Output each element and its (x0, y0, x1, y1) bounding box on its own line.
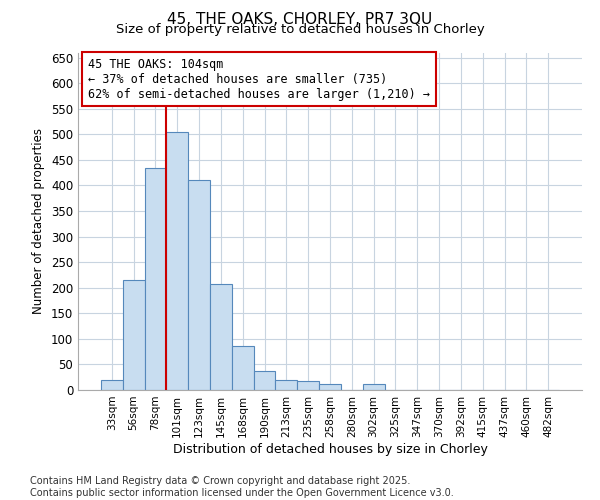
Text: 45, THE OAKS, CHORLEY, PR7 3QU: 45, THE OAKS, CHORLEY, PR7 3QU (167, 12, 433, 28)
Text: Size of property relative to detached houses in Chorley: Size of property relative to detached ho… (116, 22, 484, 36)
Bar (101, 380, 123, 390)
Bar (123, 280, 145, 390)
Bar (297, 381, 319, 390)
Bar (232, 346, 254, 390)
Text: 45 THE OAKS: 104sqm
← 37% of detached houses are smaller (735)
62% of semi-detac: 45 THE OAKS: 104sqm ← 37% of detached ho… (88, 58, 430, 100)
Text: Contains HM Land Registry data © Crown copyright and database right 2025.
Contai: Contains HM Land Registry data © Crown c… (30, 476, 454, 498)
Y-axis label: Number of detached properties: Number of detached properties (32, 128, 46, 314)
Bar (254, 370, 275, 390)
Bar (166, 132, 188, 390)
Bar (188, 180, 210, 390)
Bar (363, 384, 385, 390)
Bar (210, 284, 232, 390)
X-axis label: Distribution of detached houses by size in Chorley: Distribution of detached houses by size … (173, 442, 487, 456)
Bar (319, 384, 341, 390)
Bar (275, 380, 297, 390)
Bar (145, 168, 166, 390)
